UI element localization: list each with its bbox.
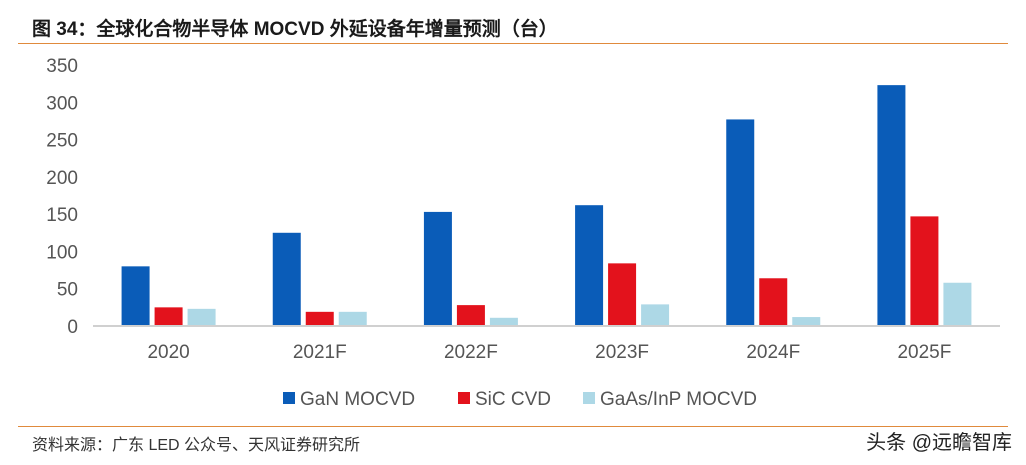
source-divider xyxy=(18,426,1008,427)
bar-gan-mocvd-2022F xyxy=(423,211,452,326)
bar-gan-mocvd-2023F xyxy=(575,205,604,326)
bar-gan-mocvd-2025F xyxy=(877,85,906,327)
bar-gaas-inp-mocvd-2021F xyxy=(338,311,367,326)
y-tick-label: 100 xyxy=(46,242,78,263)
x-tick-label: 2022F xyxy=(444,342,498,363)
x-tick-label: 2020 xyxy=(147,342,189,363)
bar-sic-cvd-2025F xyxy=(910,216,939,326)
title-divider xyxy=(18,43,1008,44)
y-tick-label: 0 xyxy=(67,317,78,338)
x-tick-label: 2024F xyxy=(746,342,800,363)
legend-label: GaN MOCVD xyxy=(300,389,415,410)
y-tick-label: 50 xyxy=(57,280,78,301)
y-tick-label: 300 xyxy=(46,93,78,114)
bar-sic-cvd-2020 xyxy=(154,307,183,326)
bar-gan-mocvd-2020 xyxy=(121,266,150,326)
legend-swatch xyxy=(583,392,595,404)
y-tick-label: 350 xyxy=(46,56,78,77)
chart-title: 图 34：全球化合物半导体 MOCVD 外延设备年增量预测（台） xyxy=(32,19,558,40)
watermark: 头条 @远瞻智库 xyxy=(866,432,1012,454)
bar-gan-mocvd-2024F xyxy=(726,119,755,327)
x-tick-label: 2025F xyxy=(897,342,951,363)
legend-swatch xyxy=(458,392,470,404)
bar-gaas-inp-mocvd-2022F xyxy=(489,317,518,326)
bar-sic-cvd-2023F xyxy=(608,263,637,326)
bar-gaas-inp-mocvd-2024F xyxy=(792,317,821,326)
legend-swatch xyxy=(283,392,295,404)
y-tick-label: 250 xyxy=(46,131,78,152)
legend-label: SiC CVD xyxy=(475,389,551,410)
bar-gaas-inp-mocvd-2020 xyxy=(187,308,216,326)
y-tick-label: 200 xyxy=(46,168,78,189)
bar-sic-cvd-2021F xyxy=(305,311,334,326)
bar-gaas-inp-mocvd-2025F xyxy=(943,282,972,326)
bar-sic-cvd-2024F xyxy=(759,278,788,326)
bar-sic-cvd-2022F xyxy=(456,305,485,326)
x-tick-label: 2021F xyxy=(293,342,347,363)
source-note: 资料来源：广东 LED 公众号、天风证券研究所 xyxy=(32,437,361,454)
legend-label: GaAs/InP MOCVD xyxy=(600,389,757,410)
bar-gaas-inp-mocvd-2023F xyxy=(641,304,670,326)
x-tick-label: 2023F xyxy=(595,342,649,363)
bar-gan-mocvd-2021F xyxy=(272,232,301,326)
y-tick-label: 150 xyxy=(46,205,78,226)
